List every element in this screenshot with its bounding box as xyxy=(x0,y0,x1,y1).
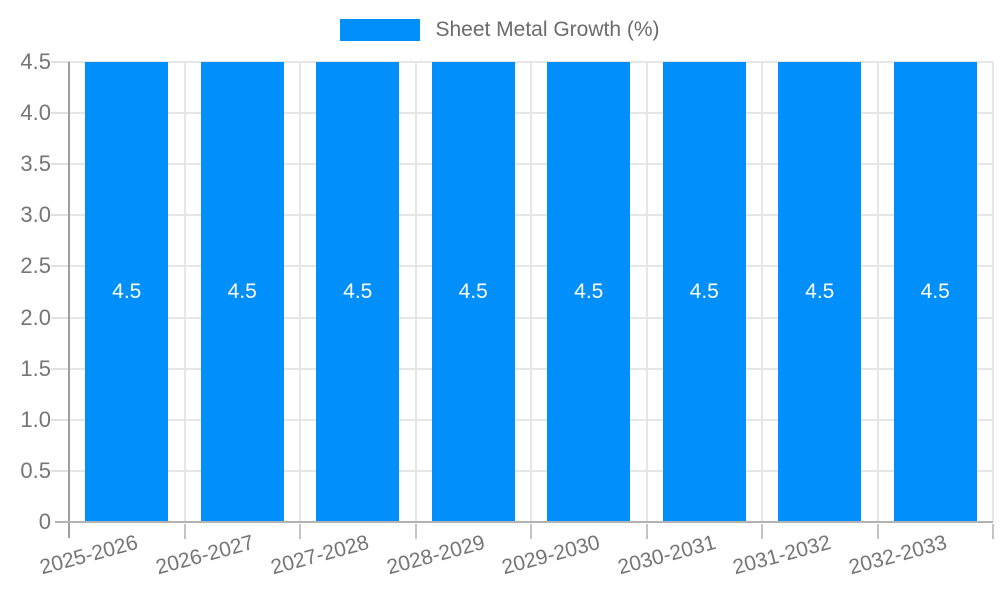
y-tick xyxy=(51,367,69,370)
gridline-v xyxy=(761,62,763,522)
y-tick-label: 4.5 xyxy=(20,49,51,74)
y-tick xyxy=(51,163,69,166)
y-tick xyxy=(51,61,69,63)
gridline-v xyxy=(183,62,186,522)
gridline-v xyxy=(414,62,417,522)
y-axis-line xyxy=(68,62,70,538)
x-tick xyxy=(183,524,186,539)
y-tick xyxy=(51,418,69,421)
x-tick xyxy=(761,524,763,539)
bar[interactable] xyxy=(200,62,284,522)
bar[interactable] xyxy=(893,62,977,522)
gridline-v xyxy=(530,62,532,522)
bar-value-label: 4.5 xyxy=(227,280,257,303)
x-tick-label: 2029-2030 xyxy=(499,531,603,580)
y-tick xyxy=(51,214,69,217)
bar-value-label: 4.5 xyxy=(805,280,835,303)
x-tick xyxy=(645,524,648,539)
y-tick xyxy=(51,112,69,115)
y-tick-label: 1.5 xyxy=(20,355,51,381)
x-tick xyxy=(530,524,532,539)
gridline-v xyxy=(992,62,994,522)
x-tick xyxy=(414,524,417,539)
y-tick xyxy=(51,316,69,319)
x-tick-label: 2030-2031 xyxy=(615,531,719,580)
bar-value-label: 4.5 xyxy=(112,280,142,303)
bar-value-label: 4.5 xyxy=(920,280,950,303)
y-tick-label: 3.5 xyxy=(20,151,51,177)
y-tick-label: 1.0 xyxy=(20,406,51,432)
bar[interactable] xyxy=(778,62,862,522)
x-axis-line xyxy=(55,521,993,523)
x-tick xyxy=(299,524,301,539)
x-tick-label: 2025-2026 xyxy=(37,531,141,580)
y-tick-label: 0 xyxy=(38,509,51,534)
y-tick-label: 2.0 xyxy=(20,304,51,330)
x-tick-label: 2032-2033 xyxy=(846,531,950,580)
x-tick-label: 2027-2028 xyxy=(268,531,372,580)
bar-value-label: 4.5 xyxy=(343,280,373,303)
gridline-v xyxy=(645,62,648,522)
x-tick-label: 2026-2027 xyxy=(153,531,257,580)
bar[interactable] xyxy=(85,62,169,522)
x-tick xyxy=(992,524,994,539)
gridline-v xyxy=(876,62,879,522)
x-tick xyxy=(876,524,879,539)
y-tick xyxy=(51,265,69,268)
x-tick-label: 2028-2029 xyxy=(384,531,488,580)
y-tick-label: 0.5 xyxy=(20,457,51,483)
x-tick-label: 2031-2032 xyxy=(730,531,834,580)
y-tick-label: 2.5 xyxy=(20,253,51,279)
legend[interactable]: Sheet Metal Growth (%) xyxy=(0,18,1000,42)
legend-swatch xyxy=(340,19,421,41)
bar[interactable] xyxy=(316,62,400,522)
y-tick xyxy=(51,469,69,472)
bar-value-label: 4.5 xyxy=(574,280,604,303)
bar[interactable] xyxy=(662,62,746,522)
legend-label: Sheet Metal Growth (%) xyxy=(435,18,660,41)
bar-value-label: 4.5 xyxy=(689,280,719,303)
bar-value-label: 4.5 xyxy=(458,280,488,303)
y-tick-label: 4.0 xyxy=(20,100,51,126)
y-tick-label: 3.0 xyxy=(20,202,51,228)
bar[interactable] xyxy=(431,62,515,522)
gridline-v xyxy=(299,62,301,522)
bar[interactable] xyxy=(547,62,631,522)
